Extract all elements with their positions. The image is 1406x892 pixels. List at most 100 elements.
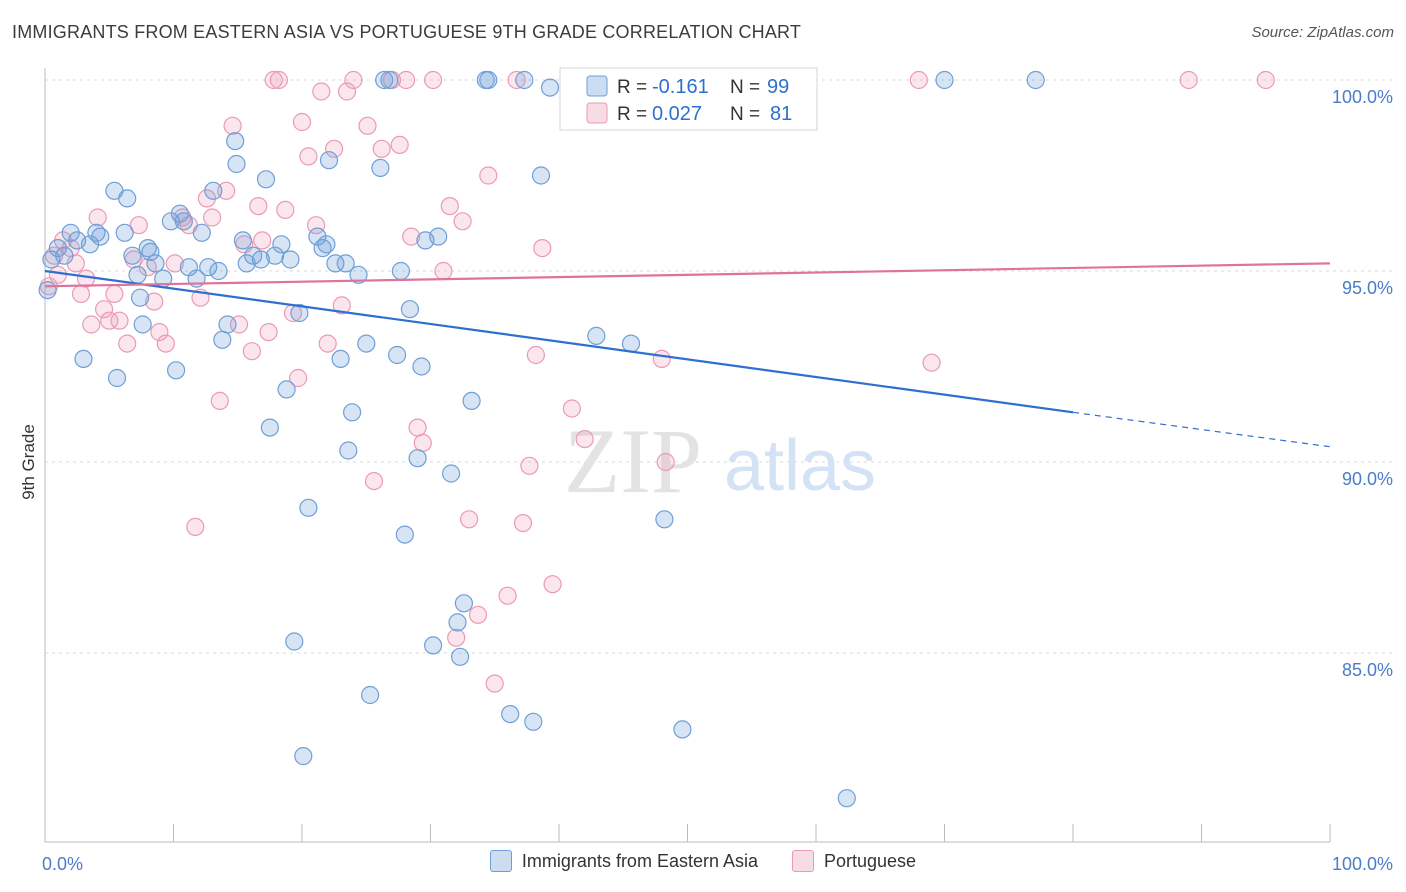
eastern-asia-point-42 xyxy=(265,246,285,265)
portuguese-point-28 xyxy=(210,391,229,410)
eastern-asia-point-62 xyxy=(371,158,390,177)
eastern-asia-point-19 xyxy=(141,242,160,261)
portuguese-point-74 xyxy=(533,239,552,258)
portuguese-point-59 xyxy=(413,433,432,452)
portuguese-point-12 xyxy=(105,284,124,303)
portuguese-point-14 xyxy=(118,334,137,353)
portuguese-point-66 xyxy=(468,605,488,624)
portuguese-point-29 xyxy=(217,181,236,200)
eastern-asia-point-17 xyxy=(133,315,152,334)
portuguese-point-49 xyxy=(337,82,357,101)
portuguese-point-38 xyxy=(269,70,288,90)
portuguese-point-11 xyxy=(100,311,119,330)
watermark-atlas: atlas xyxy=(724,426,876,506)
portuguese-point-30 xyxy=(223,116,242,135)
eastern-asia-point-58 xyxy=(343,403,362,422)
portuguese-point-69 xyxy=(498,586,517,605)
eastern-asia-point-6 xyxy=(74,349,93,368)
eastern-asia-point-41 xyxy=(260,418,279,437)
y-tick-label-0: 100.0% xyxy=(1332,87,1393,107)
eastern-asia-point-43 xyxy=(272,235,291,254)
y-tick-labels: 100.0% 95.0% 90.0% 85.0% xyxy=(1332,87,1393,680)
portuguese-point-60 xyxy=(424,70,443,90)
eastern-asia-point-94 xyxy=(1026,70,1045,90)
eastern-asia-point-9 xyxy=(91,227,110,246)
portuguese-point-43 xyxy=(299,147,318,166)
portuguese-point-2 xyxy=(48,265,68,284)
legend-item-eastern-asia[interactable]: Immigrants from Eastern Asia xyxy=(489,850,758,872)
axes xyxy=(44,68,1331,843)
eastern-asia-point-56 xyxy=(336,254,355,273)
portuguese-point-41 xyxy=(289,368,308,388)
eastern-asia-point-93 xyxy=(935,70,954,90)
portuguese-point-6 xyxy=(71,284,91,303)
trend-lines xyxy=(44,262,1331,448)
legend-n-label-pink: N = xyxy=(730,104,760,125)
legend-item-portuguese[interactable]: Portuguese xyxy=(792,850,916,872)
eastern-asia-point-67 xyxy=(395,525,414,544)
portuguese-point-21 xyxy=(165,254,184,273)
eastern-asia-trend-line xyxy=(44,269,1074,414)
portuguese-point-56 xyxy=(397,70,416,90)
eastern-asia-point-66 xyxy=(391,261,410,281)
eastern-asia-point-53 xyxy=(319,151,339,170)
eastern-asia-point-3 xyxy=(55,246,74,265)
eastern-asia-point-40 xyxy=(256,170,276,189)
legend-n-value-pink: 81 xyxy=(770,103,792,125)
eastern-asia-point-70 xyxy=(412,357,431,376)
eastern-asia-point-76 xyxy=(451,647,470,666)
y-tick-label-3: 85.0% xyxy=(1342,660,1393,680)
source-credit: Source: ZipAtlas.com xyxy=(1251,24,1394,41)
eastern-asia-point-2 xyxy=(48,239,68,258)
legend-label-portuguese: Portuguese xyxy=(824,850,917,871)
eastern-asia-point-80 xyxy=(479,70,498,90)
eastern-asia-point-88 xyxy=(621,334,641,353)
eastern-asia-point-11 xyxy=(107,368,127,388)
portuguese-point-78 xyxy=(652,349,671,368)
legend-swatch-pink xyxy=(586,102,608,124)
eastern-asia-point-49 xyxy=(299,498,318,517)
eastern-asia-point-16 xyxy=(131,288,150,307)
legend-swatch-blue xyxy=(586,75,608,97)
eastern-asia-point-78 xyxy=(462,391,481,410)
eastern-asia-point-54 xyxy=(326,254,345,273)
eastern-asia-point-63 xyxy=(375,70,394,90)
portuguese-point-67 xyxy=(479,166,498,185)
portuguese-point-75 xyxy=(543,575,562,594)
eastern-asia-point-84 xyxy=(531,166,551,185)
portuguese-point-24 xyxy=(186,517,205,537)
portuguese-points xyxy=(39,70,1275,693)
legend-r-label-pink: R = xyxy=(617,104,647,125)
portuguese-point-33 xyxy=(242,342,261,361)
portuguese-point-53 xyxy=(372,139,391,158)
eastern-asia-point-20 xyxy=(146,254,165,273)
eastern-asia-point-29 xyxy=(199,258,218,277)
eastern-asia-point-39 xyxy=(251,250,270,269)
portuguese-point-52 xyxy=(364,472,384,491)
eastern-asia-point-30 xyxy=(204,181,223,200)
legend-swatch-eastern-asia xyxy=(489,850,512,872)
portuguese-point-46 xyxy=(318,334,337,353)
legend-r-label-blue: R = xyxy=(617,77,647,98)
portuguese-point-48 xyxy=(332,296,351,315)
portuguese-point-18 xyxy=(145,292,164,311)
eastern-asia-point-74 xyxy=(442,464,461,483)
portuguese-point-73 xyxy=(526,345,546,365)
eastern-asia-point-52 xyxy=(317,235,336,254)
eastern-asia-point-15 xyxy=(128,265,147,284)
portuguese-point-36 xyxy=(259,323,278,342)
portuguese-point-35 xyxy=(253,231,272,250)
eastern-asia-point-73 xyxy=(429,227,448,246)
eastern-asia-point-34 xyxy=(226,132,245,151)
eastern-asia-point-68 xyxy=(400,300,419,319)
watermark-zip: ZIP xyxy=(564,410,702,512)
y-tick-label-2: 90.0% xyxy=(1342,469,1393,489)
eastern-asia-point-75 xyxy=(448,613,467,632)
eastern-asia-point-81 xyxy=(501,704,520,724)
portuguese-point-65 xyxy=(460,510,479,529)
eastern-asia-point-89 xyxy=(655,510,674,529)
eastern-asia-point-59 xyxy=(349,265,368,284)
legend-r-value-blue: -0.161 xyxy=(652,76,709,98)
eastern-asia-point-65 xyxy=(388,345,407,365)
portuguese-point-68 xyxy=(485,674,504,693)
